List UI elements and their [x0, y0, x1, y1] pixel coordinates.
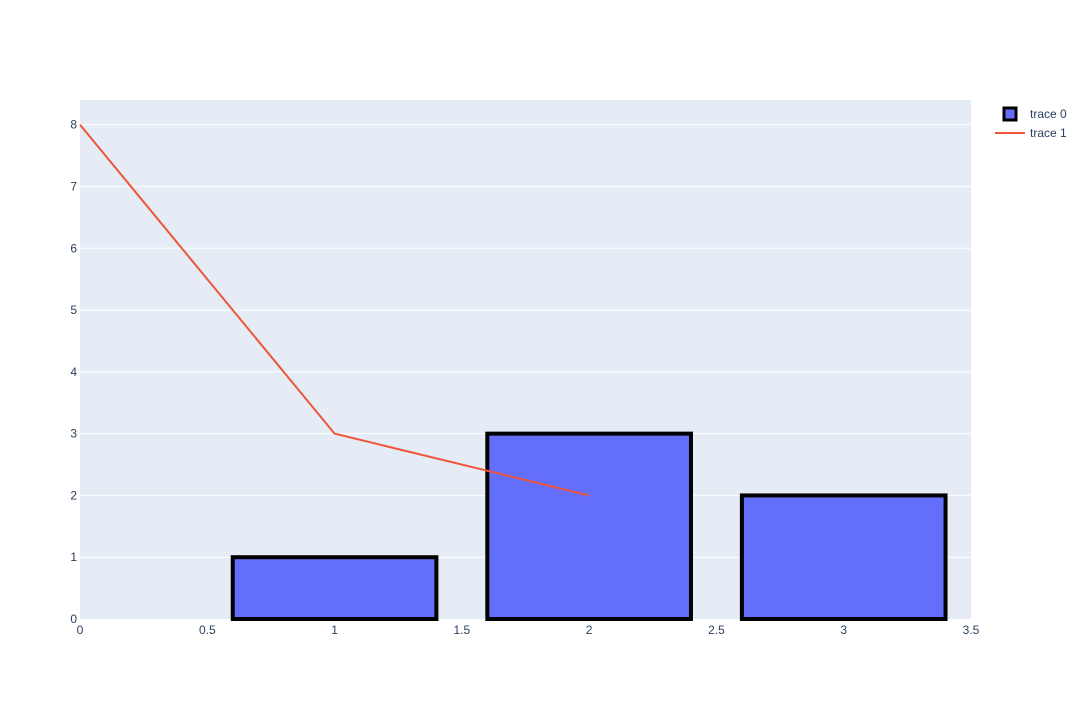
x-tick-label: 2: [586, 623, 593, 637]
y-tick-label: 7: [70, 180, 77, 194]
bar[interactable]: [485, 431, 693, 621]
x-tick-label: 3: [840, 623, 847, 637]
x-tick-label: 0.5: [199, 623, 216, 637]
line-series: [79, 124, 590, 497]
y-tick-label: 5: [70, 303, 77, 317]
y-tick-label: 1: [70, 550, 77, 564]
legend[interactable]: trace 0 trace 1: [995, 106, 1067, 140]
x-tick-label: 0: [77, 623, 84, 637]
x-tick-label: 3.5: [963, 623, 980, 637]
legend-label: trace 1: [1030, 126, 1067, 140]
bar[interactable]: [739, 493, 948, 621]
bar-series: [230, 431, 948, 622]
legend-swatch-bar: [1002, 106, 1018, 122]
legend-item-trace-1[interactable]: trace 1: [995, 126, 1067, 140]
x-tick-label: 1: [331, 623, 338, 637]
y-tick-label: 6: [70, 241, 77, 255]
y-tick-label: 3: [70, 427, 77, 441]
y-axis-ticks: 0 1 2 3 4 5 6 7 8: [70, 118, 77, 626]
legend-label: trace 0: [1030, 107, 1067, 121]
y-tick-label: 4: [70, 365, 77, 379]
y-tick-label: 0: [70, 612, 77, 626]
legend-item-trace-0[interactable]: trace 0: [1002, 106, 1067, 122]
x-tick-label: 2.5: [708, 623, 725, 637]
y-tick-label: 2: [70, 488, 77, 502]
bar[interactable]: [230, 555, 439, 622]
y-tick-label: 8: [70, 118, 77, 132]
x-axis-ticks: 0 0.5 1 1.5 2 2.5 3 3.5: [77, 623, 980, 637]
series-line[interactable]: [79, 124, 590, 497]
x-tick-label: 1.5: [454, 623, 471, 637]
